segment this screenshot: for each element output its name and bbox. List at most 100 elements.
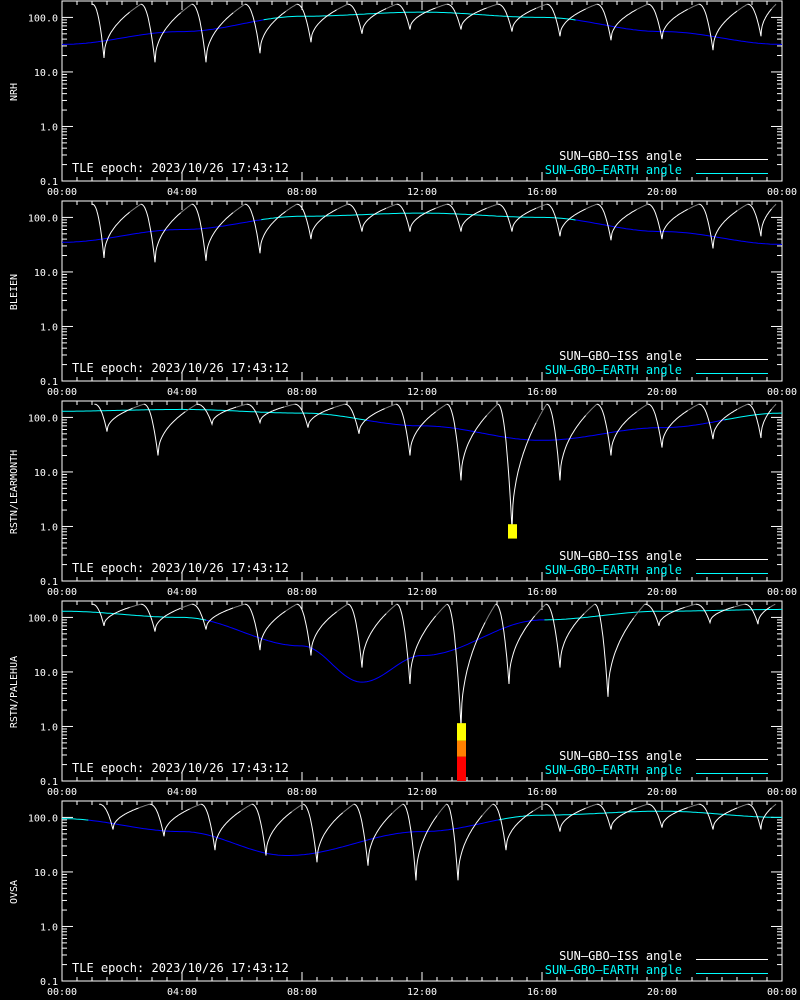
y-tick-label: 10.0 [34, 268, 58, 279]
sun-gbo-iss-angle-line [191, 3, 234, 63]
x-tick-label: 20:00 [647, 987, 677, 998]
sun-gbo-iss-angle-line [486, 203, 498, 209]
sun-gbo-iss-angle-line [636, 803, 648, 809]
sun-gbo-iss-angle-line [647, 203, 688, 240]
legend-label: SUN–GBO–ISS angle [559, 549, 682, 563]
sun-gbo-iss-angle-line [436, 803, 447, 816]
sun-gbo-iss-angle-line [296, 603, 338, 656]
sun-gbo-iss-angle-line [446, 3, 487, 30]
x-tick-label: 20:00 [647, 587, 677, 598]
sun-gbo-iss-angle-line [396, 3, 436, 30]
x-tick-label: 12:00 [407, 387, 437, 398]
legend-label: SUN–GBO–ISS angle [559, 149, 682, 163]
x-tick-label: 08:00 [287, 587, 317, 598]
sun-gbo-iss-angle-line [285, 203, 297, 212]
sun-gbo-iss-angle-line [285, 3, 297, 12]
sun-gbo-iss-angle-line [497, 3, 537, 32]
sun-gbo-earth-angle-line [261, 212, 576, 221]
sun-gbo-iss-angle-line [695, 603, 735, 625]
sun-gbo-iss-angle-line [536, 203, 547, 209]
sun-gbo-iss-angle-line [484, 603, 497, 623]
sun-gbo-iss-angle-line [99, 803, 139, 830]
x-tick-label: 00:00 [767, 187, 797, 198]
sun-gbo-iss-angle-line [92, 3, 131, 59]
sun-gbo-iss-angle-line [536, 3, 547, 9]
x-tick-label: 00:00 [767, 787, 797, 798]
legend-label: SUN–GBO–ISS angle [559, 349, 682, 363]
sun-gbo-iss-angle-line [386, 203, 397, 209]
y-tick-label: 1.0 [40, 522, 58, 533]
panel-rstn-learmonth: 100.010.01.00.100:00 04:00 08:00 12:00 16:00… [9, 400, 797, 598]
sun-gbo-iss-angle-line [347, 603, 387, 668]
sun-gbo-iss-angle-line [251, 803, 293, 856]
y-tick-label: 10.0 [34, 668, 58, 679]
transit-marker [457, 740, 466, 757]
sun-gbo-iss-angle-line [435, 403, 447, 413]
sun-gbo-iss-angle-line [769, 603, 776, 608]
sun-gbo-iss-angle-line [747, 3, 772, 37]
x-tick-label: 04:00 [167, 387, 197, 398]
tle-epoch-label: TLE epoch: 2023/10/26 17:43:12 [72, 961, 289, 975]
sun-gbo-iss-angle-line [546, 403, 587, 481]
x-tick-label: 16:00 [527, 987, 557, 998]
sun-gbo-iss-angle-line [585, 203, 597, 210]
sun-gbo-iss-angle-line [180, 3, 192, 14]
x-tick-label: 08:00 [287, 187, 317, 198]
sun-gbo-iss-angle-line [143, 403, 186, 456]
sun-gbo-iss-angle-line [585, 803, 597, 809]
y-tick-label: 0.1 [40, 377, 58, 388]
x-tick-label: 00:00 [47, 187, 77, 198]
x-tick-label: 12:00 [407, 587, 437, 598]
sun-gbo-iss-angle-line [140, 603, 181, 632]
sun-gbo-earth-angle-line [62, 408, 367, 421]
sun-gbo-iss-angle-line [698, 803, 738, 830]
sun-gbo-iss-angle-line [687, 3, 699, 10]
sun-gbo-iss-angle-line [633, 603, 646, 619]
sun-gbo-iss-angle-line [285, 603, 297, 612]
sun-gbo-iss-angle-line [344, 403, 385, 434]
sun-gbo-earth-angle-line [366, 419, 725, 441]
sun-gbo-iss-angle-line [347, 203, 387, 232]
x-tick-label: 00:00 [47, 387, 77, 398]
sun-gbo-iss-angle-line [336, 603, 348, 613]
sun-gbo-iss-angle-line [391, 803, 403, 814]
x-tick-label: 00:00 [47, 587, 77, 598]
panel-ovsa: 100.010.01.00.100:00 04:00 08:00 12:00 16:00… [9, 800, 797, 998]
y-tick-label: 100.0 [28, 613, 58, 624]
sun-gbo-iss-angle-line [687, 203, 699, 210]
sun-gbo-earth-angle-line [88, 819, 499, 856]
sun-gbo-iss-angle-line [140, 203, 182, 263]
sun-gbo-iss-angle-line [435, 603, 448, 617]
legend-label: SUN–GBO–EARTH angle [545, 363, 682, 377]
sun-gbo-iss-angle-line [129, 603, 141, 608]
y-tick-label: 10.0 [34, 468, 58, 479]
sun-gbo-iss-angle-line [585, 403, 598, 416]
sun-gbo-iss-angle-line [644, 603, 685, 627]
sun-gbo-iss-angle-line [771, 203, 777, 210]
sun-gbo-earth-angle-line [575, 19, 782, 45]
panel-nrh: 100.010.01.00.100:00 04:00 08:00 12:00 16:00… [9, 0, 797, 198]
sun-gbo-earth-angle-line [263, 11, 576, 21]
sun-gbo-iss-angle-line [687, 803, 699, 809]
sun-gbo-iss-angle-line [236, 403, 247, 408]
sun-gbo-earth-angle-line [62, 818, 89, 821]
sun-gbo-iss-angle-line [495, 603, 536, 685]
x-tick-label: 16:00 [527, 387, 557, 398]
y-tick-label: 1.0 [40, 722, 58, 733]
sun-gbo-iss-angle-line [747, 403, 772, 439]
sun-gbo-iss-angle-line [698, 3, 738, 51]
sun-gbo-iss-angle-line [747, 203, 772, 237]
sun-gbo-iss-angle-line [744, 603, 771, 625]
legend-label: SUN–GBO–ISS angle [559, 949, 682, 963]
sun-gbo-iss-angle-line [232, 3, 246, 14]
x-tick-label: 00:00 [767, 587, 797, 598]
sun-gbo-iss-angle-line [596, 3, 637, 41]
sun-gbo-iss-angle-line [132, 403, 144, 409]
sun-gbo-iss-angle-line [244, 603, 286, 651]
sun-gbo-earth-angle-line [62, 610, 207, 621]
y-tick-label: 10.0 [34, 868, 58, 879]
tle-epoch-label: TLE epoch: 2023/10/26 17:43:12 [72, 561, 289, 575]
x-tick-label: 20:00 [647, 187, 677, 198]
tle-epoch-label: TLE epoch: 2023/10/26 17:43:12 [72, 361, 289, 375]
